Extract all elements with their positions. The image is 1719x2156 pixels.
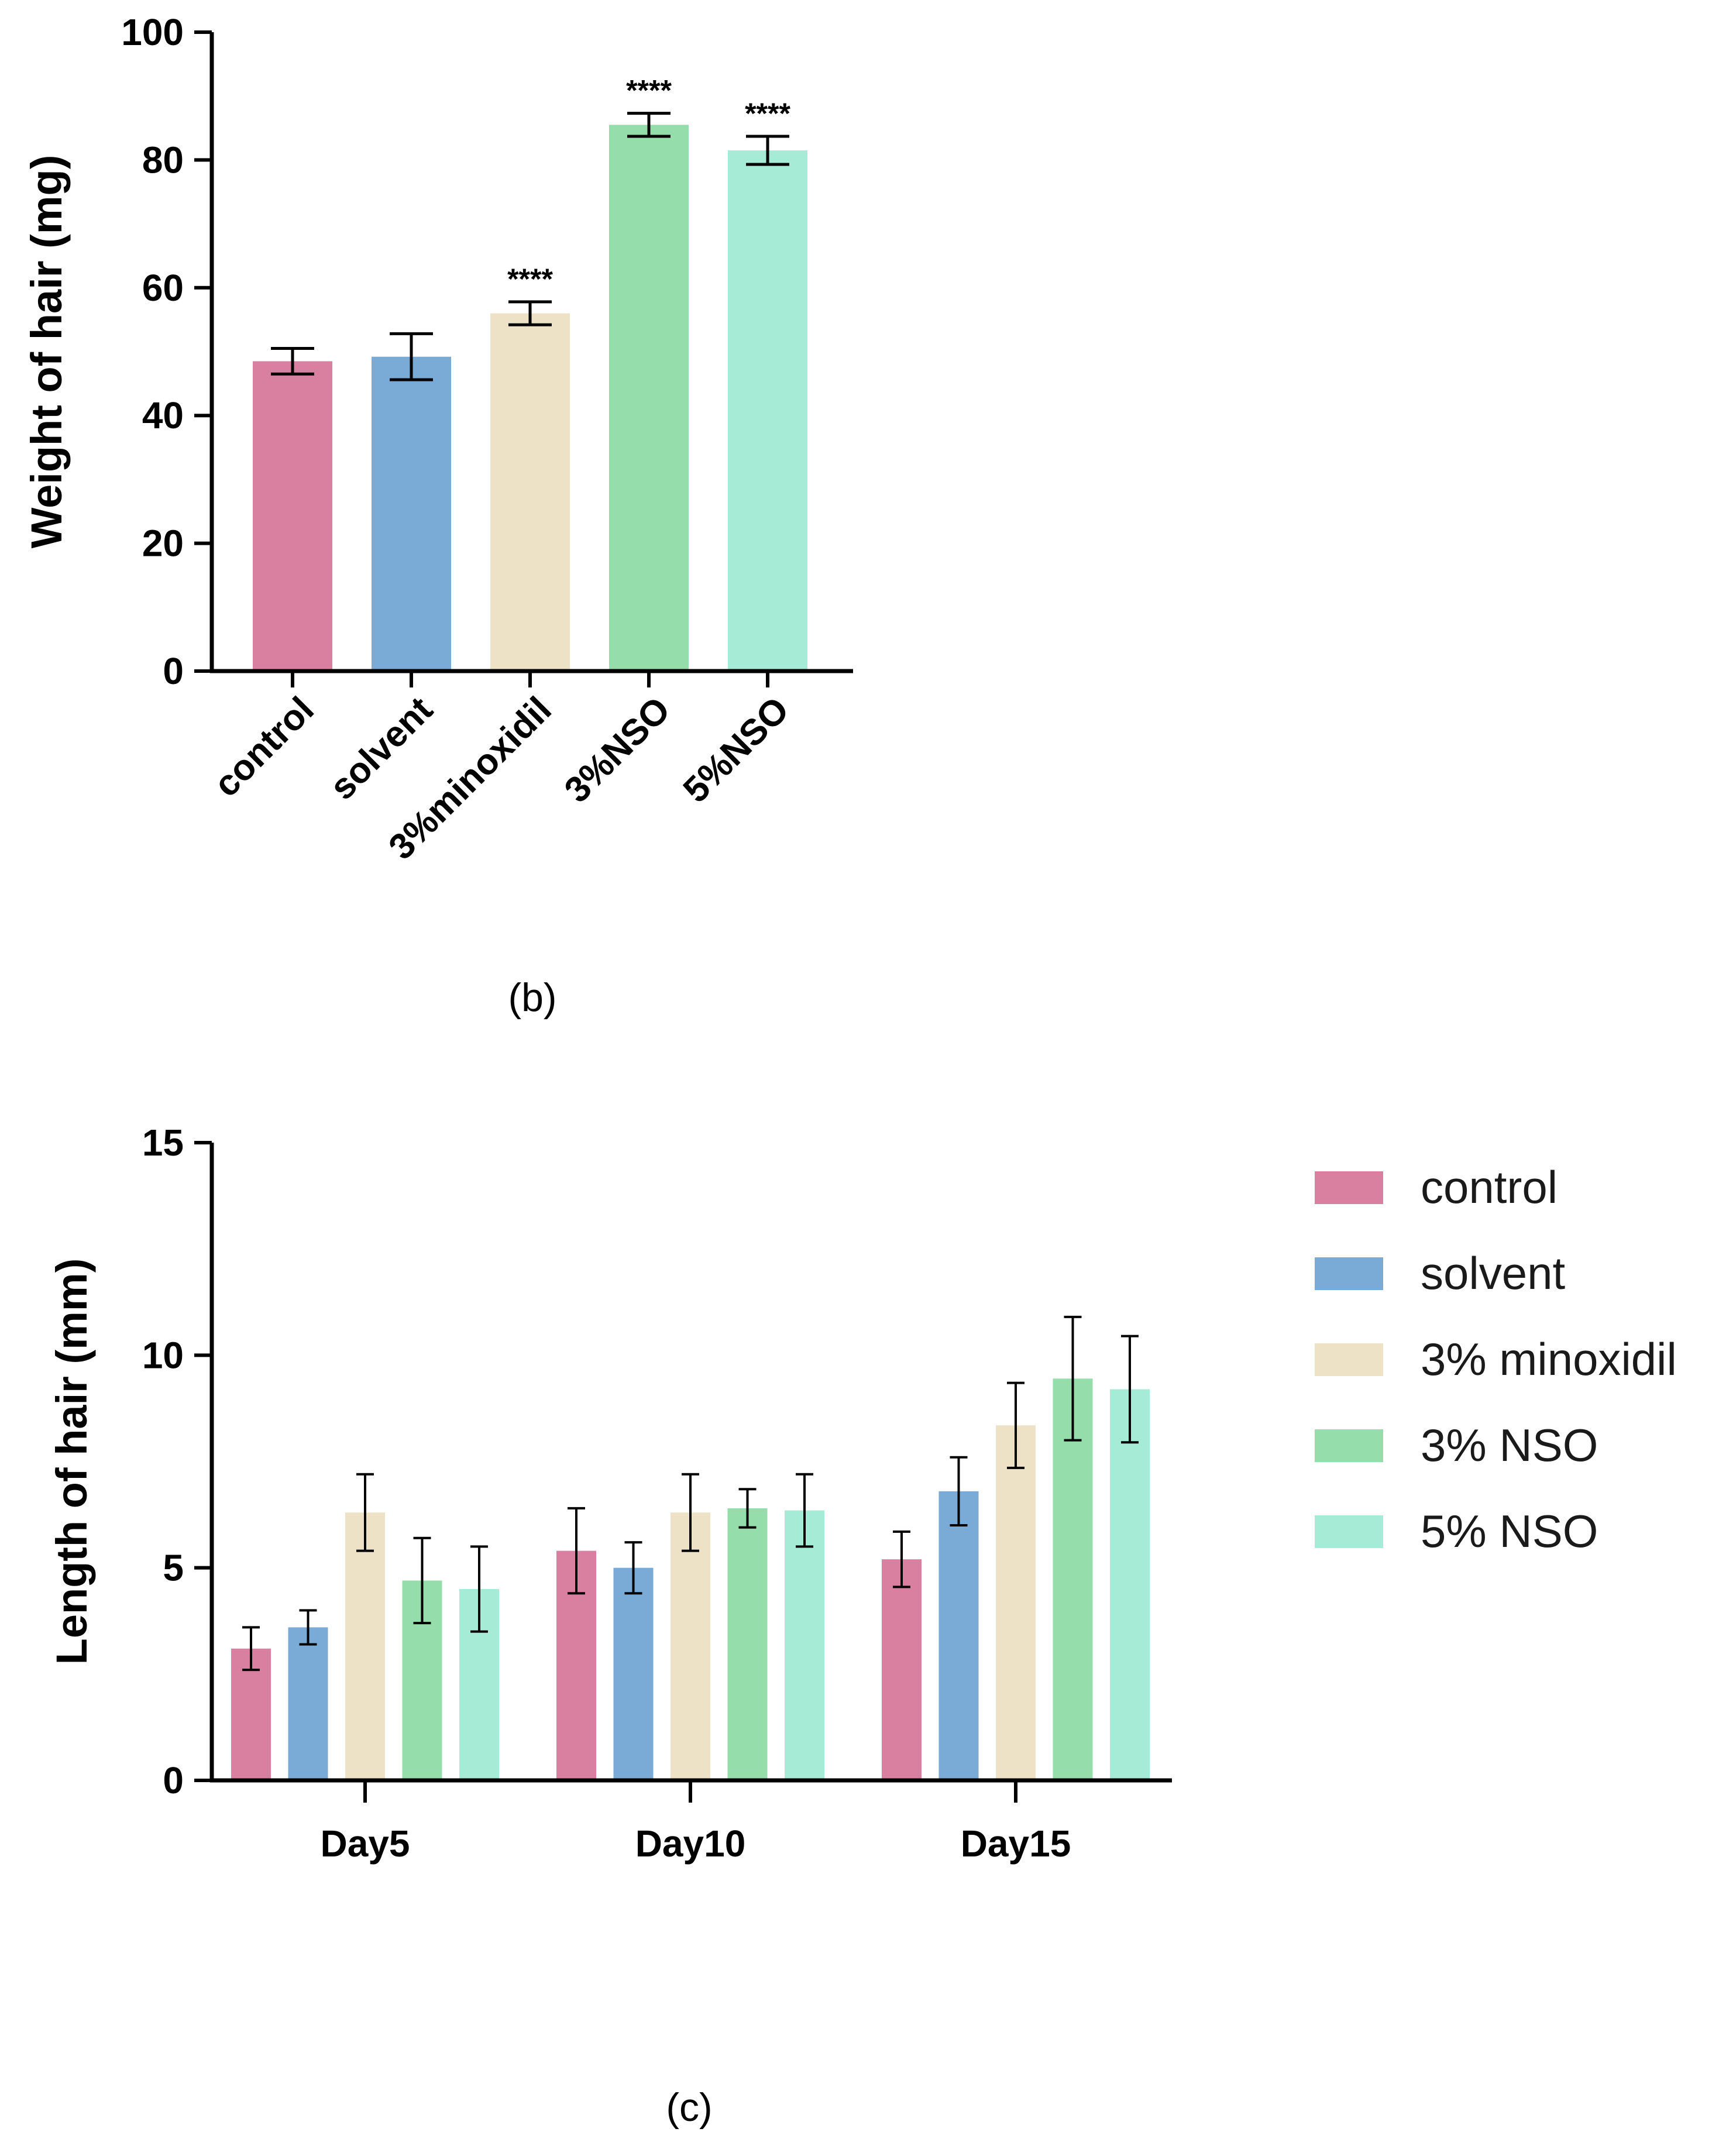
y-tick-label-5: 5 (163, 1547, 184, 1589)
bar-5%NSO (728, 150, 807, 671)
bar-solvent-Day5 (288, 1627, 328, 1780)
y-axis-title: Weight of hair (mg) (22, 155, 71, 549)
y-tick-label-10: 10 (142, 1334, 184, 1376)
legend-swatch-3-NSO (1315, 1429, 1383, 1462)
bar-control (253, 361, 332, 671)
legend-label-control: control (1421, 1161, 1558, 1213)
y-tick-label-60: 60 (142, 267, 184, 309)
significance-3%minoxidil: **** (507, 263, 553, 295)
significance-3%NSO: **** (626, 74, 672, 107)
bar-solvent-Day15 (938, 1491, 979, 1780)
legend: control solvent 3% minoxidil 3% NSO 5% NSO (1315, 1161, 1677, 1557)
legend-swatch-solvent (1315, 1257, 1383, 1290)
legend-label-3-NSO: 3% NSO (1421, 1419, 1598, 1471)
legend-label-3-minoxidil: 3% minoxidil (1421, 1333, 1677, 1385)
legend-label-solvent: solvent (1421, 1247, 1565, 1299)
bar-3-minoxidil-Day5 (345, 1512, 385, 1780)
bar-3-minoxidil-Day10 (671, 1512, 710, 1780)
x-tick-label-control: control (207, 689, 322, 804)
legend-swatch-3-minoxidil (1315, 1343, 1383, 1376)
panel-label-c: (c) (666, 2085, 712, 2130)
x-tick-label-Day15: Day15 (961, 1823, 1071, 1865)
significance-5%NSO: **** (745, 97, 790, 130)
x-tick-label-5%NSO: 5%NSO (676, 689, 797, 810)
bar-3-NSO-Day15 (1053, 1378, 1093, 1780)
y-tick-label-15: 15 (142, 1122, 184, 1164)
bar-5-NSO-Day10 (785, 1510, 824, 1780)
x-tick-label-Day10: Day10 (635, 1823, 746, 1865)
legend-swatch-5-NSO (1315, 1515, 1383, 1548)
bar-solvent-Day10 (613, 1567, 654, 1780)
y-tick-label-20: 20 (142, 522, 184, 565)
bar-solvent (372, 356, 451, 671)
bar-3-minoxidil-Day15 (996, 1425, 1036, 1780)
y-axis-title: Length of hair (mm) (47, 1258, 96, 1665)
length-of-hair-chart: Day5 Day10 Day15 0 5 10 15 Length of hair (mm) (47, 1122, 1172, 1865)
bar-3-NSO-Day10 (727, 1508, 768, 1780)
y-tick-label-0: 0 (163, 1759, 184, 1801)
x-tick-label-solvent: solvent (322, 689, 441, 807)
bar-5-NSO-Day15 (1110, 1389, 1150, 1780)
weight-of-hair-chart: control solvent****3%minoxidil****3%NSO**… (22, 11, 853, 868)
bar-control-Day15 (882, 1559, 922, 1780)
panel-label-b: (b) (508, 975, 556, 1020)
x-tick-label-Day5: Day5 (321, 1823, 410, 1865)
bar-3%minoxidil (490, 313, 570, 671)
legend-label-5-NSO: 5% NSO (1421, 1505, 1598, 1557)
legend-swatch-control (1315, 1171, 1383, 1204)
x-tick-label-3%NSO: 3%NSO (557, 689, 678, 810)
y-tick-label-80: 80 (142, 139, 184, 181)
y-tick-label-0: 0 (163, 650, 184, 692)
bar-3%NSO (609, 125, 689, 672)
y-tick-label-40: 40 (142, 394, 184, 436)
y-tick-label-100: 100 (121, 11, 184, 53)
